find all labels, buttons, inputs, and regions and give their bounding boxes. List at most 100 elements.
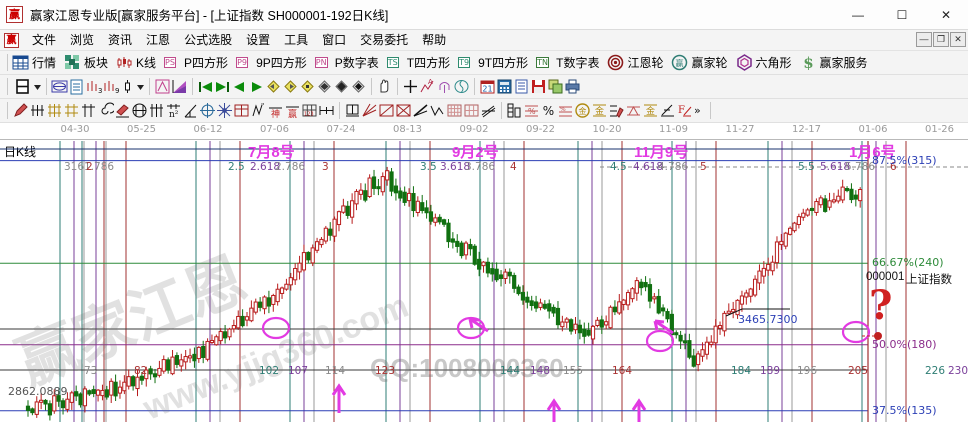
menu-item-trade[interactable]: 交易委托 xyxy=(360,32,409,47)
network-icon[interactable] xyxy=(51,78,68,95)
calculator-icon[interactable] xyxy=(496,78,513,95)
next-icon[interactable] xyxy=(248,78,265,95)
zoom-left-icon[interactable] xyxy=(265,78,282,95)
toolbar-button-kline[interactable]: K线 xyxy=(116,54,164,71)
print-icon[interactable] xyxy=(564,78,581,95)
toolbar-button-winner-service[interactable]: $ 赢家服务 xyxy=(800,54,876,71)
ying-icon[interactable]: 赢 xyxy=(284,102,301,119)
pct-line-icon[interactable]: % xyxy=(557,102,574,119)
calendar-period-icon[interactable] xyxy=(14,78,31,95)
last-page-icon[interactable] xyxy=(214,78,231,95)
menu-item-formula[interactable]: 公式选股 xyxy=(184,32,233,47)
parallel-icon[interactable] xyxy=(480,102,497,119)
f-line-icon[interactable]: F xyxy=(676,102,693,119)
brain-icon[interactable] xyxy=(453,78,470,95)
target-icon[interactable] xyxy=(199,102,216,119)
square-n2-icon[interactable]: n² xyxy=(165,102,182,119)
grid-coarse-icon[interactable] xyxy=(463,102,480,119)
calendar-21-icon[interactable]: 21 xyxy=(479,78,496,95)
single-bar-icon[interactable] xyxy=(119,78,136,95)
comb-icon[interactable] xyxy=(29,102,46,119)
toolbar-button-winner-wheel[interactable]: 赢 赢家轮 xyxy=(671,54,735,71)
menu-item-tools[interactable]: 工具 xyxy=(284,32,309,47)
spiral-icon[interactable] xyxy=(97,102,114,119)
peak-icon[interactable]: A xyxy=(419,78,436,95)
wave-icon[interactable]: " xyxy=(250,102,267,119)
gold-box-icon[interactable]: 金 xyxy=(642,102,659,119)
mdi-restore-button[interactable]: ❐ xyxy=(933,32,949,47)
ink-icon[interactable] xyxy=(608,102,625,119)
clipboard-icon[interactable] xyxy=(68,78,85,95)
percent-red-icon[interactable]: % xyxy=(523,102,540,119)
menu-item-help[interactable]: 帮助 xyxy=(422,32,447,47)
toolbar-button-sectors[interactable]: 板块 xyxy=(64,54,116,71)
toolbar-button-p-number-table[interactable]: PN P数字表 xyxy=(314,54,387,71)
prev-icon[interactable] xyxy=(231,78,248,95)
toolbar-button-gann-wheel[interactable]: 江恩轮 xyxy=(607,54,671,71)
fit-icon[interactable] xyxy=(350,78,367,95)
shen-icon[interactable]: 神 xyxy=(267,102,284,119)
gann-fan-gold-icon[interactable] xyxy=(46,102,63,119)
fork-icon[interactable] xyxy=(80,102,97,119)
frame-icon[interactable] xyxy=(344,102,361,119)
cross-red-icon[interactable] xyxy=(625,102,642,119)
menu-item-gann[interactable]: 江恩 xyxy=(146,32,171,47)
close-button[interactable]: ✕ xyxy=(940,8,952,22)
comb2-icon[interactable] xyxy=(148,102,165,119)
zoom-right-icon[interactable] xyxy=(282,78,299,95)
menu-item-browse[interactable]: 浏览 xyxy=(70,32,95,47)
report-icon[interactable] xyxy=(513,78,530,95)
toolbar-button-t-square[interactable]: TS T四方形 xyxy=(386,54,458,71)
pattern-icon[interactable] xyxy=(154,78,171,95)
menu-item-window[interactable]: 窗口 xyxy=(322,32,347,47)
crosshair-icon[interactable] xyxy=(402,78,419,95)
kline-chart[interactable]: 04-30 05-25 06-12 07-06 07-24 08-13 09-02 09-22… xyxy=(0,123,968,422)
gann-fan2-gold-icon[interactable] xyxy=(63,102,80,119)
angle-icon[interactable] xyxy=(182,102,199,119)
zoom-center-icon[interactable] xyxy=(299,78,316,95)
move-icon[interactable] xyxy=(333,78,350,95)
toolbar-button-t-number-table[interactable]: TN T数字表 xyxy=(536,54,607,71)
box-red2-icon[interactable] xyxy=(395,102,412,119)
dropdown-arrow-1[interactable] xyxy=(33,78,42,95)
save-icon[interactable] xyxy=(530,78,547,95)
menu-item-news[interactable]: 资讯 xyxy=(108,32,133,47)
color-fan-icon[interactable] xyxy=(171,78,188,95)
menu-item-file[interactable]: 文件 xyxy=(32,32,57,47)
grid-fine-icon[interactable] xyxy=(446,102,463,119)
pen-line-icon[interactable] xyxy=(114,102,131,119)
zigzag-icon[interactable] xyxy=(429,102,446,119)
measure-icon[interactable] xyxy=(318,102,335,119)
maximize-button[interactable]: ☐ xyxy=(896,8,908,22)
pen-icon[interactable] xyxy=(12,102,29,119)
bars3-icon[interactable]: 3 xyxy=(85,78,102,95)
copy-icon[interactable] xyxy=(547,78,564,95)
dropdown-arrow-2[interactable] xyxy=(136,78,145,95)
mdi-minimize-button[interactable]: — xyxy=(916,32,932,47)
menu-item-settings[interactable]: 设置 xyxy=(246,32,271,47)
circle-grid-icon[interactable] xyxy=(131,102,148,119)
hand-icon[interactable] xyxy=(376,78,393,95)
bars9-icon[interactable]: 9 xyxy=(102,78,119,95)
gann-angles-icon[interactable] xyxy=(361,102,378,119)
half-line-icon[interactable] xyxy=(659,102,676,119)
number-grid-icon[interactable]: 123 xyxy=(301,102,318,119)
first-page-icon[interactable] xyxy=(197,78,214,95)
overflow-chevrons[interactable]: » xyxy=(693,102,706,119)
percent-icon[interactable]: % xyxy=(540,102,557,119)
toolbar-button-9t-square[interactable]: T9 9T四方形 xyxy=(458,54,536,71)
tree-icon[interactable] xyxy=(436,78,453,95)
minimize-button[interactable]: — xyxy=(852,8,864,22)
toolbar-button-hexagon[interactable]: 六角形 xyxy=(736,54,800,71)
gold-line-icon[interactable]: 金 xyxy=(591,102,608,119)
star-burst-icon[interactable] xyxy=(216,102,233,119)
expand-icon[interactable] xyxy=(316,78,333,95)
box-red-icon[interactable] xyxy=(233,102,250,119)
slope-icon[interactable] xyxy=(412,102,429,119)
toolbar-button-p-square[interactable]: PS P四方形 xyxy=(164,54,236,71)
ladder-icon[interactable] xyxy=(506,102,523,119)
toolbar-button-9p-square[interactable]: P9 9P四方形 xyxy=(236,54,315,71)
gold-circle-icon[interactable]: 金 xyxy=(574,102,591,119)
mdi-close-button[interactable]: ✕ xyxy=(950,32,966,47)
box-angle-icon[interactable] xyxy=(378,102,395,119)
